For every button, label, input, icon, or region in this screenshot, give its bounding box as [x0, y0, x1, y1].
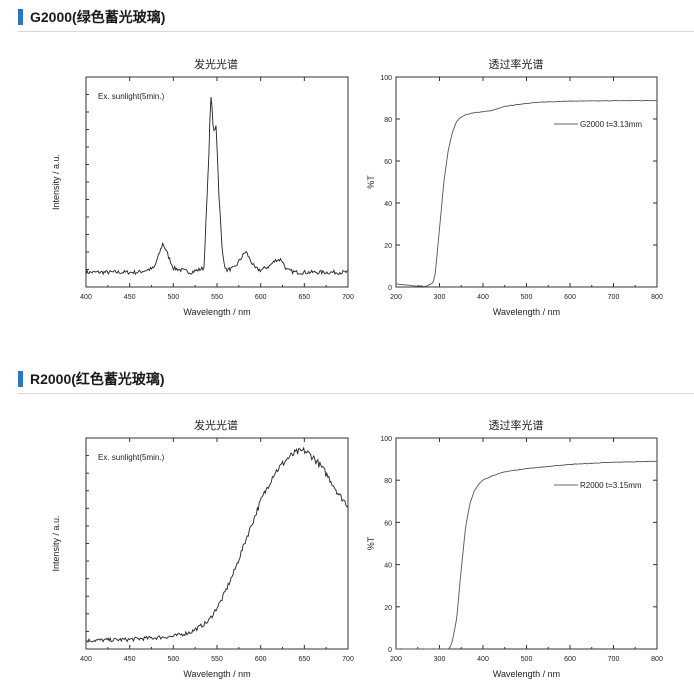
y-tick-label: 0 — [388, 647, 392, 654]
chart-annotation: Ex. sunlight(5min.) — [98, 453, 165, 462]
y-axis-label: %T — [366, 536, 376, 550]
x-tick-label: 550 — [211, 294, 223, 301]
x-tick-label: 600 — [564, 294, 576, 301]
series-line — [395, 99, 658, 288]
series-line — [396, 460, 658, 650]
chart-title: 发光光谱 — [194, 58, 238, 71]
x-tick-label: 400 — [80, 656, 92, 663]
legend-label: G2000 t=3.13mm — [580, 120, 642, 129]
x-tick-label: 550 — [211, 656, 223, 663]
plot-frame — [395, 76, 658, 288]
y-tick-label: 40 — [384, 563, 392, 570]
series-line — [85, 97, 349, 276]
section-marker — [18, 371, 23, 387]
x-tick-label: 300 — [434, 294, 446, 301]
x-tick-label: 800 — [651, 294, 663, 301]
x-tick-label: 400 — [80, 294, 92, 301]
y-axis-label: Intensity / a.u. — [51, 154, 61, 210]
section-title: R2000(红色蓄光玻璃) — [30, 371, 165, 387]
plot-frame — [85, 437, 349, 650]
y-axis-label: Intensity / a.u. — [51, 515, 61, 571]
x-tick-label: 600 — [564, 656, 576, 663]
x-axis-label: Wavelength / nm — [493, 307, 560, 317]
x-tick-label: 700 — [342, 294, 354, 301]
y-tick-label: 100 — [380, 436, 392, 443]
chart-title: 透过率光谱 — [488, 58, 544, 71]
x-tick-label: 200 — [390, 656, 402, 663]
x-tick-label: 400 — [477, 656, 489, 663]
x-tick-label: 500 — [521, 294, 533, 301]
y-tick-label: 80 — [384, 117, 392, 124]
y-tick-label: 40 — [384, 201, 392, 208]
x-tick-label: 700 — [608, 656, 620, 663]
x-tick-label: 800 — [651, 656, 663, 663]
x-tick-label: 500 — [167, 656, 179, 663]
y-tick-label: 20 — [384, 605, 392, 612]
x-axis-label: Wavelength / nm — [493, 669, 560, 679]
section-title: G2000(绿色蓄光玻璃) — [30, 9, 166, 25]
series-line — [85, 446, 349, 644]
y-tick-label: 80 — [384, 478, 392, 485]
chart-annotation: Ex. sunlight(5min.) — [98, 92, 165, 101]
section-marker — [18, 9, 23, 25]
y-axis-label: %T — [366, 175, 376, 189]
y-tick-label: 100 — [380, 75, 392, 82]
plot-frame — [85, 76, 349, 288]
y-tick-label: 60 — [384, 520, 392, 527]
x-tick-label: 450 — [124, 656, 136, 663]
x-tick-label: 300 — [434, 656, 446, 663]
x-tick-label: 600 — [255, 656, 267, 663]
x-tick-label: 700 — [342, 656, 354, 663]
chart-title: 透过率光谱 — [488, 419, 544, 432]
y-tick-label: 20 — [384, 243, 392, 250]
x-tick-label: 450 — [124, 294, 136, 301]
x-tick-label: 500 — [167, 294, 179, 301]
chart-title: 发光光谱 — [194, 419, 238, 432]
x-tick-label: 500 — [521, 656, 533, 663]
section-header-g2000: G2000(绿色蓄光玻璃) — [18, 8, 694, 32]
section-divider — [18, 393, 694, 394]
x-axis-label: Wavelength / nm — [183, 669, 250, 679]
x-axis-label: Wavelength / nm — [183, 307, 250, 317]
y-tick-label: 60 — [384, 159, 392, 166]
x-tick-label: 200 — [390, 294, 402, 301]
section-header-r2000: R2000(红色蓄光玻璃) — [18, 370, 694, 394]
y-tick-label: 0 — [388, 285, 392, 292]
section-divider — [18, 31, 694, 32]
x-tick-label: 400 — [477, 294, 489, 301]
x-tick-label: 650 — [298, 294, 310, 301]
plot-frame — [395, 437, 658, 650]
x-tick-label: 650 — [298, 656, 310, 663]
legend-label: R2000 t=3.15mm — [580, 481, 642, 490]
x-tick-label: 700 — [608, 294, 620, 301]
x-tick-label: 600 — [255, 294, 267, 301]
